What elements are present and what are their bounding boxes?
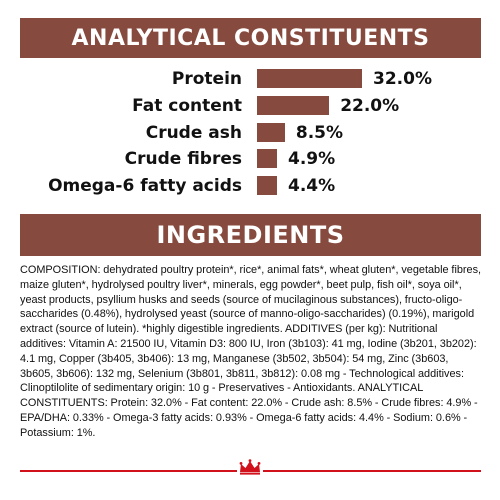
constituent-label: Crude ash bbox=[145, 122, 242, 143]
constituent-value: 4.9% bbox=[288, 149, 336, 170]
analytical-title: ANALYTICAL CONSTITUENTS bbox=[71, 25, 430, 51]
constituent-bar bbox=[257, 176, 277, 196]
constituent-value: 22.0% bbox=[340, 95, 400, 116]
constituent-row: Protein 32.0% bbox=[0, 66, 500, 92]
constituent-row: Omega-6 fatty acids 4.4% bbox=[0, 173, 500, 199]
constituent-label: Crude fibres bbox=[124, 149, 242, 170]
ingredients-title: INGREDIENTS bbox=[156, 221, 345, 249]
constituent-bar bbox=[257, 95, 330, 115]
constituent-label: Protein bbox=[171, 69, 242, 89]
ingredients-header: INGREDIENTS bbox=[20, 214, 481, 256]
ingredients-composition-text: COMPOSITION: dehydrated poultry protein*… bbox=[20, 264, 482, 439]
constituent-row: Fat content 22.0% bbox=[0, 93, 500, 119]
constituent-bar bbox=[257, 149, 277, 169]
constituent-value: 4.4% bbox=[288, 176, 336, 197]
constituent-value: 8.5% bbox=[295, 122, 344, 143]
constituent-row: Crude ash 8.5% bbox=[0, 120, 500, 146]
constituent-label: Fat content bbox=[132, 95, 242, 116]
constituent-label: Omega-6 fatty acids bbox=[48, 176, 242, 197]
constituent-value: 32.0% bbox=[373, 69, 432, 89]
constituent-bar bbox=[257, 122, 285, 142]
crown-logo-svg bbox=[239, 459, 261, 475]
constituent-bar bbox=[257, 69, 362, 88]
constituent-row: Crude fibres 4.9% bbox=[0, 146, 500, 172]
analytical-constituents-header: ANALYTICAL CONSTITUENTS bbox=[20, 18, 481, 58]
crown-logo-icon bbox=[237, 459, 263, 475]
